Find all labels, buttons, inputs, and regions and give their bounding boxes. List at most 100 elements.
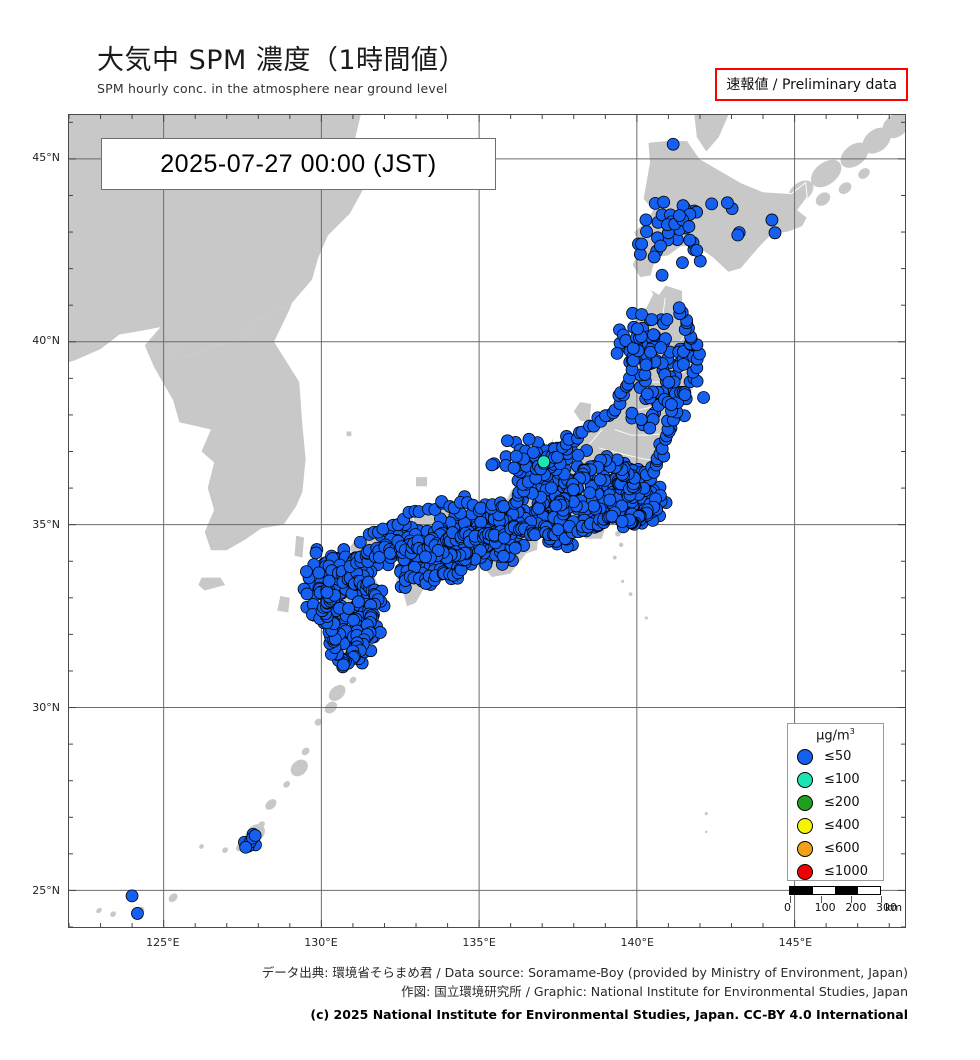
station-marker[interactable] <box>635 308 649 321</box>
station-marker[interactable] <box>532 502 546 515</box>
station-marker[interactable] <box>583 486 597 500</box>
station-marker[interactable] <box>497 531 511 545</box>
station-marker[interactable] <box>497 500 511 513</box>
station-marker[interactable] <box>131 907 144 920</box>
legend-row: ≤100 <box>788 768 883 791</box>
station-marker[interactable] <box>640 387 654 401</box>
station-marker[interactable] <box>640 225 653 238</box>
station-marker[interactable] <box>768 226 782 240</box>
station-marker[interactable] <box>765 213 779 227</box>
station-marker[interactable] <box>605 509 619 523</box>
station-marker[interactable] <box>300 587 314 601</box>
footer-copyright: (c) 2025 National Institute for Environm… <box>310 1007 908 1022</box>
station-marker[interactable] <box>431 544 445 557</box>
station-marker[interactable] <box>654 341 668 355</box>
station-marker[interactable] <box>731 228 745 242</box>
station-marker[interactable] <box>635 237 649 251</box>
station-marker[interactable] <box>508 541 522 555</box>
station-marker[interactable] <box>666 137 680 151</box>
station-marker[interactable] <box>485 458 499 472</box>
sakhalin-island <box>694 115 729 152</box>
station-marker[interactable] <box>509 449 523 463</box>
legend-color-swatch-icon <box>797 771 813 788</box>
station-marker[interactable] <box>672 301 686 315</box>
station-marker[interactable] <box>312 566 326 580</box>
timestamp-label: 2025-07-27 00:00 (JST) <box>101 138 496 190</box>
station-marker[interactable] <box>634 413 648 426</box>
station-marker[interactable] <box>571 448 585 462</box>
station-marker[interactable] <box>248 829 262 842</box>
station-marker[interactable] <box>626 341 640 355</box>
station-marker[interactable] <box>320 586 334 599</box>
station-marker[interactable] <box>639 213 653 227</box>
station-marker[interactable] <box>682 220 696 233</box>
station-marker[interactable] <box>662 375 676 389</box>
station-marker[interactable] <box>657 195 671 209</box>
legend-unit-text: μg/m <box>816 728 850 744</box>
station-marker[interactable] <box>501 434 514 448</box>
station-marker[interactable] <box>625 406 639 420</box>
station-marker-elevated[interactable] <box>537 455 551 469</box>
station-marker[interactable] <box>647 328 660 342</box>
station-marker[interactable] <box>347 613 360 627</box>
station-marker[interactable] <box>654 239 667 253</box>
scale-segment-3 <box>835 887 858 894</box>
station-marker[interactable] <box>660 313 674 326</box>
jeju-island <box>198 577 226 591</box>
station-marker[interactable] <box>631 322 644 336</box>
station-marker[interactable] <box>683 233 697 247</box>
scale-bar-graphic <box>789 886 882 903</box>
station-marker[interactable] <box>676 256 689 270</box>
station-marker[interactable] <box>522 432 536 446</box>
station-marker[interactable] <box>309 546 323 560</box>
station-markers-layer[interactable] <box>69 115 905 927</box>
station-marker[interactable] <box>544 481 558 495</box>
station-marker[interactable] <box>419 550 432 564</box>
station-marker[interactable] <box>528 528 542 542</box>
station-marker[interactable] <box>645 313 659 326</box>
station-marker[interactable] <box>610 347 624 360</box>
station-marker[interactable] <box>647 250 661 264</box>
scale-unit-label: km <box>885 901 903 914</box>
station-marker[interactable] <box>690 243 704 257</box>
station-marker[interactable] <box>593 473 607 487</box>
station-marker[interactable] <box>705 197 719 211</box>
station-marker[interactable] <box>603 493 617 507</box>
station-marker[interactable] <box>643 421 657 435</box>
station-marker[interactable] <box>549 499 563 513</box>
station-marker[interactable] <box>507 461 521 475</box>
legend-threshold-label: ≤400 <box>824 818 860 834</box>
station-marker[interactable] <box>664 398 678 411</box>
station-marker[interactable] <box>550 450 564 464</box>
station-marker[interactable] <box>527 446 540 459</box>
station-marker[interactable] <box>300 565 313 578</box>
ryukyu-island <box>222 847 229 854</box>
station-marker[interactable] <box>239 840 253 854</box>
station-marker[interactable] <box>125 889 139 903</box>
station-marker[interactable] <box>353 535 367 549</box>
legend-threshold-label: ≤200 <box>824 795 860 811</box>
station-marker[interactable] <box>322 574 336 588</box>
station-marker[interactable] <box>352 595 365 609</box>
station-marker[interactable] <box>677 358 690 371</box>
ryukyu-island <box>96 907 102 914</box>
station-marker[interactable] <box>655 268 669 282</box>
y-tick-label: 45°N <box>32 151 60 164</box>
concentration-legend: μg/m3 ≤50 ≤100 ≤200 ≤400 ≤600 ≤1000 <box>787 723 884 881</box>
station-marker[interactable] <box>721 196 734 210</box>
station-marker[interactable] <box>342 602 356 615</box>
station-marker[interactable] <box>336 658 350 672</box>
station-marker[interactable] <box>639 358 653 372</box>
station-marker[interactable] <box>615 515 629 528</box>
station-marker[interactable] <box>693 254 707 268</box>
station-marker[interactable] <box>587 499 601 513</box>
station-marker[interactable] <box>697 391 710 404</box>
station-marker[interactable] <box>678 388 692 402</box>
station-marker[interactable] <box>673 209 686 222</box>
station-marker[interactable] <box>497 549 510 563</box>
map-plot-area[interactable] <box>68 114 906 928</box>
preliminary-data-badge: 速報値 / Preliminary data <box>715 68 908 101</box>
kuril-island <box>862 127 891 154</box>
small-island <box>618 542 624 547</box>
scale-segment-4 <box>857 887 880 894</box>
